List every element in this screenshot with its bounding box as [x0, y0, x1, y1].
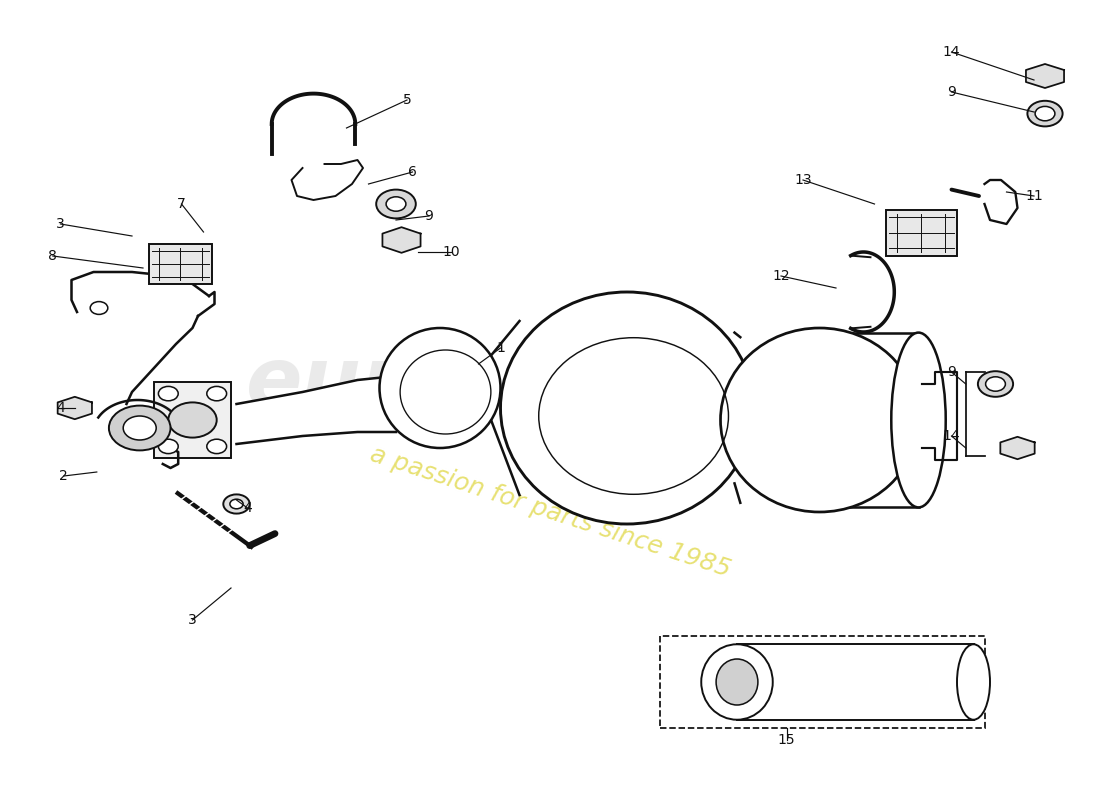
Polygon shape: [735, 333, 740, 503]
Polygon shape: [820, 333, 918, 507]
Circle shape: [230, 499, 243, 509]
Bar: [660, 636, 984, 728]
Text: 12: 12: [772, 269, 790, 283]
Ellipse shape: [720, 328, 918, 512]
Polygon shape: [1000, 437, 1035, 459]
Text: 9: 9: [947, 365, 956, 379]
Text: 9: 9: [425, 209, 433, 223]
Circle shape: [376, 190, 416, 218]
Circle shape: [158, 386, 178, 401]
Circle shape: [207, 386, 227, 401]
Text: 13: 13: [794, 173, 812, 187]
Text: 14: 14: [943, 45, 960, 59]
Text: 14: 14: [943, 429, 960, 443]
Text: eurocarparts: eurocarparts: [246, 343, 854, 425]
Circle shape: [207, 439, 227, 454]
Text: 10: 10: [442, 245, 460, 259]
Circle shape: [168, 402, 217, 438]
Circle shape: [90, 302, 108, 314]
Text: 1: 1: [496, 341, 505, 355]
Polygon shape: [492, 321, 519, 495]
Ellipse shape: [500, 292, 754, 524]
Text: 9: 9: [947, 85, 956, 99]
Circle shape: [123, 416, 156, 440]
Text: 2: 2: [59, 469, 68, 483]
Polygon shape: [1026, 64, 1064, 88]
Circle shape: [223, 494, 250, 514]
Ellipse shape: [891, 333, 946, 507]
Polygon shape: [383, 227, 420, 253]
Text: 3: 3: [56, 217, 65, 231]
Ellipse shape: [716, 659, 758, 705]
Circle shape: [158, 439, 178, 454]
Bar: [148, 244, 212, 284]
Circle shape: [986, 377, 1005, 391]
Text: 3: 3: [188, 613, 197, 627]
Text: a passion for parts since 1985: a passion for parts since 1985: [366, 442, 734, 582]
Text: 4: 4: [56, 401, 65, 415]
Circle shape: [386, 197, 406, 211]
Ellipse shape: [957, 644, 990, 720]
Ellipse shape: [379, 328, 500, 448]
Circle shape: [1027, 101, 1063, 126]
Polygon shape: [57, 397, 92, 419]
Bar: [886, 210, 957, 256]
Text: 11: 11: [1025, 189, 1043, 203]
Circle shape: [109, 406, 170, 450]
Text: 8: 8: [48, 249, 57, 263]
Text: 7: 7: [177, 197, 186, 211]
Text: 15: 15: [778, 733, 795, 747]
Text: 4: 4: [243, 501, 252, 515]
Circle shape: [978, 371, 1013, 397]
Ellipse shape: [701, 644, 772, 720]
Bar: [154, 382, 231, 458]
Polygon shape: [236, 376, 396, 444]
Text: 5: 5: [403, 93, 411, 107]
Circle shape: [1035, 106, 1055, 121]
Text: 6: 6: [408, 165, 417, 179]
